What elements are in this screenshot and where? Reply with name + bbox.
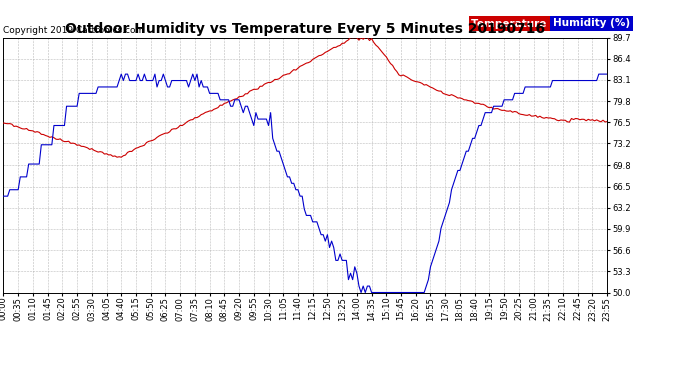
Text: Humidity (%): Humidity (%) [553,18,630,28]
Text: Temperature (°F): Temperature (°F) [471,18,572,28]
Title: Outdoor Humidity vs Temperature Every 5 Minutes 20190716: Outdoor Humidity vs Temperature Every 5 … [66,22,545,36]
Text: Copyright 2019 Cartronics.com: Copyright 2019 Cartronics.com [3,26,145,35]
